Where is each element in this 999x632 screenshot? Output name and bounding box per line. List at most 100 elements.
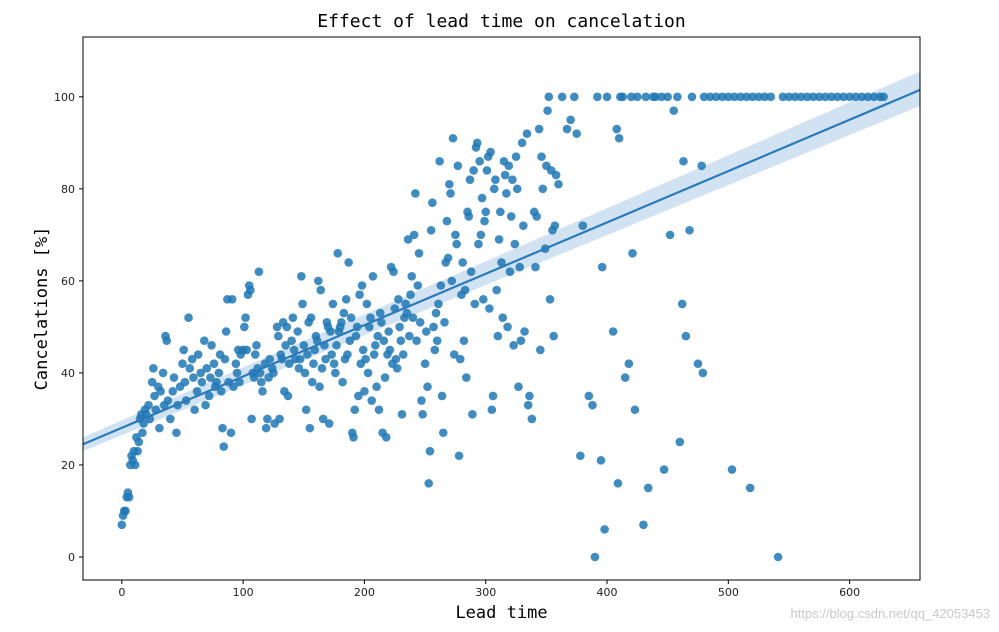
data-point: [190, 405, 199, 415]
data-point: [493, 331, 503, 341]
data-point: [156, 387, 165, 396]
data-point: [218, 423, 227, 433]
data-point: [307, 377, 317, 387]
data-point: [698, 368, 708, 378]
data-point: [221, 327, 231, 336]
data-point: [367, 396, 377, 405]
data-point: [407, 271, 417, 281]
data-point: [536, 345, 545, 355]
data-point: [514, 382, 523, 392]
data-point: [329, 359, 339, 369]
data-point: [254, 267, 264, 276]
data-point: [511, 152, 521, 161]
data-point: [317, 364, 327, 373]
data-point: [742, 92, 751, 102]
data-point: [361, 354, 370, 364]
data-point: [265, 354, 275, 364]
data-point: [480, 216, 489, 226]
data-point: [665, 230, 675, 240]
chart-title: Effect of lead time on cancelation: [317, 11, 685, 32]
data-point: [431, 308, 441, 318]
data-point: [219, 442, 229, 451]
data-point: [294, 364, 304, 373]
data-point: [760, 92, 770, 102]
data-point: [675, 437, 685, 447]
data-point: [350, 405, 360, 415]
data-point: [472, 138, 482, 148]
data-point: [525, 391, 534, 401]
data-point: [643, 483, 653, 493]
data-point: [354, 391, 363, 401]
data-point: [596, 456, 606, 465]
data-point: [681, 331, 691, 341]
data-point: [201, 400, 210, 410]
data-point: [326, 327, 335, 336]
data-point: [474, 239, 483, 249]
data-point: [252, 341, 261, 350]
data-point: [379, 336, 389, 346]
data-point: [827, 92, 836, 102]
data-point: [197, 377, 207, 387]
data-point: [748, 92, 757, 102]
data-point: [247, 414, 256, 424]
data-point: [405, 331, 414, 341]
y-axis-label: Cancelations [%]: [32, 227, 52, 391]
data-point: [179, 345, 188, 355]
data-point: [420, 359, 430, 369]
data-point: [808, 92, 818, 102]
data-point: [398, 350, 408, 359]
data-point: [402, 308, 412, 318]
data-point: [821, 92, 830, 102]
data-point: [343, 350, 352, 359]
data-point: [537, 152, 546, 161]
data-point: [300, 368, 310, 378]
data-point: [139, 419, 148, 428]
data-point: [550, 221, 560, 230]
data-point: [778, 92, 788, 102]
data-point: [699, 92, 709, 102]
data-point: [275, 414, 284, 424]
data-point: [202, 364, 212, 373]
x-axis-ticks: 0 100 200 300 400 500 600: [118, 580, 860, 599]
data-point: [249, 373, 259, 382]
data-point: [409, 230, 419, 240]
data-point: [417, 396, 426, 405]
data-point: [363, 368, 373, 378]
x-tick-label: 100: [233, 586, 254, 599]
data-point: [557, 92, 567, 102]
data-point: [754, 92, 763, 102]
data-point: [429, 322, 438, 332]
data-point: [200, 336, 209, 346]
data-point: [315, 382, 324, 392]
data-point: [396, 336, 406, 346]
data-point: [717, 92, 727, 102]
data-point: [446, 189, 455, 198]
data-point: [158, 368, 168, 378]
data-point: [412, 336, 421, 346]
data-point: [614, 133, 624, 143]
data-point: [532, 212, 541, 221]
data-point: [790, 92, 800, 102]
data-point: [602, 92, 612, 102]
data-point: [331, 368, 340, 378]
data-point: [162, 336, 171, 346]
data-point: [659, 465, 669, 474]
data-point: [394, 295, 403, 304]
data-point: [630, 405, 640, 415]
data-point: [316, 285, 326, 295]
data-point: [494, 235, 504, 244]
data-point: [180, 377, 190, 387]
data-point: [241, 313, 250, 323]
data-point: [338, 377, 347, 387]
data-point: [418, 410, 427, 419]
data-point: [421, 327, 431, 336]
data-point: [375, 308, 385, 318]
data-point: [346, 313, 356, 323]
x-tick-label: 200: [354, 586, 375, 599]
data-point: [833, 92, 842, 102]
data-point: [486, 147, 495, 157]
data-point: [476, 230, 486, 240]
data-point: [339, 308, 349, 318]
data-point: [445, 179, 454, 189]
data-point: [639, 520, 648, 530]
